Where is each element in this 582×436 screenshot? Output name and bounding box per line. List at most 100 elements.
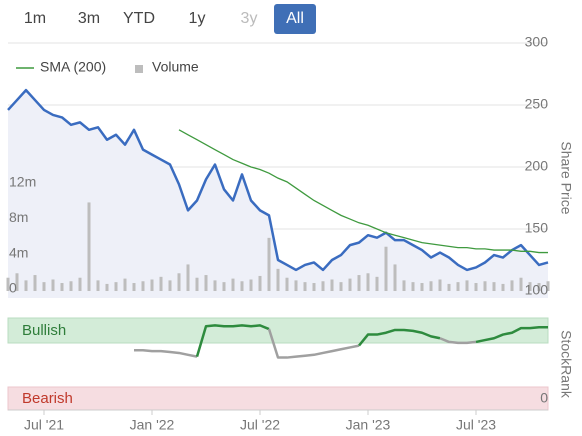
- volume-bar: [141, 281, 145, 291]
- rank-axis-title: StockRank: [558, 330, 574, 399]
- y2-tick-label: 0: [9, 280, 17, 296]
- volume-bar: [537, 283, 541, 291]
- volume-bar: [348, 278, 352, 291]
- volume-bar: [204, 275, 208, 291]
- volume-bar: [78, 277, 82, 291]
- bullish-zone: [7, 317, 549, 344]
- volume-bar: [231, 278, 235, 291]
- y2-tick-label: 8m: [9, 209, 28, 225]
- y-tick-label: 300: [525, 34, 549, 50]
- volume-bar: [24, 280, 28, 291]
- volume-bar: [114, 282, 118, 291]
- volume-bar: [168, 280, 172, 291]
- volume-bar: [465, 280, 469, 291]
- y2-tick-label: 4m: [9, 244, 28, 260]
- legend-swatch: [135, 65, 143, 73]
- volume-bar: [456, 282, 460, 291]
- range-button[interactable]: YTD: [123, 10, 155, 27]
- volume-bar: [240, 281, 244, 291]
- volume-bar: [123, 278, 127, 291]
- volume-bar: [303, 282, 307, 291]
- bearish-label: Bearish: [22, 390, 73, 407]
- volume-bar: [321, 281, 325, 291]
- bearish-zone: [7, 386, 549, 411]
- volume-bar: [60, 283, 64, 291]
- rank-line: [358, 328, 441, 347]
- volume-bar: [528, 282, 532, 291]
- volume-bar: [492, 282, 496, 291]
- x-tick-label: Jul '23: [456, 417, 496, 433]
- volume-bar: [330, 279, 334, 291]
- rank-line: [195, 324, 270, 357]
- volume-bar: [285, 277, 289, 291]
- volume-bar: [96, 280, 100, 291]
- volume-bar: [51, 279, 55, 291]
- volume-bar: [213, 280, 217, 291]
- bullish-label: Bullish: [22, 322, 66, 339]
- volume-bar: [15, 273, 19, 291]
- rank-tick-label: 0: [540, 390, 548, 406]
- volume-bar: [159, 276, 163, 291]
- range-button[interactable]: All: [286, 10, 304, 27]
- volume-bar: [339, 282, 343, 291]
- price-line: [7, 88, 549, 272]
- volume-bar: [384, 246, 388, 291]
- volume-bar: [6, 277, 10, 291]
- volume-bar: [366, 273, 370, 291]
- volume-bar: [258, 275, 262, 291]
- range-button[interactable]: 1m: [24, 10, 46, 27]
- volume-bar: [474, 283, 478, 291]
- legend-label: SMA (200): [40, 59, 106, 75]
- y-axis-title: Share Price: [558, 141, 574, 214]
- volume-bar: [447, 283, 451, 291]
- sma-line: [178, 129, 548, 254]
- y-tick-label: 150: [525, 220, 549, 236]
- volume-bar: [222, 282, 226, 291]
- volume-bar: [132, 283, 136, 291]
- rank-line: [134, 348, 198, 358]
- volume-bar: [483, 281, 487, 291]
- rank-line: [475, 325, 548, 344]
- volume-bar: [105, 283, 109, 291]
- volume-bar: [33, 275, 37, 291]
- y2-tick-label: 12m: [9, 173, 36, 189]
- volume-bar: [87, 202, 91, 291]
- y-tick-label: 100: [525, 282, 549, 298]
- range-button-active[interactable]: [274, 4, 316, 34]
- volume-bar: [312, 283, 316, 291]
- volume-bar: [150, 279, 154, 291]
- volume-bar: [195, 277, 199, 291]
- volume-bar: [294, 280, 298, 291]
- x-tick-label: Jan '22: [130, 417, 175, 433]
- range-button[interactable]: 1y: [189, 10, 206, 27]
- range-button: 3y: [241, 10, 258, 27]
- x-tick-label: Jul '21: [24, 417, 64, 433]
- volume-bar: [69, 281, 73, 291]
- legend-label: Volume: [152, 59, 199, 75]
- volume-bar: [429, 281, 433, 291]
- volume-bar: [519, 277, 523, 291]
- volume-bar: [546, 281, 550, 291]
- volume-bar: [177, 273, 181, 291]
- x-tick-label: Jul '22: [240, 417, 280, 433]
- volume-bar: [357, 275, 361, 291]
- rank-line: [267, 328, 360, 359]
- y-tick-label: 250: [525, 96, 549, 112]
- volume-bar: [402, 280, 406, 291]
- volume-bar: [420, 283, 424, 291]
- volume-bar: [501, 283, 505, 291]
- volume-bar: [42, 282, 46, 291]
- volume-bar: [438, 279, 442, 291]
- x-tick-label: Jan '23: [346, 417, 391, 433]
- volume-bar: [186, 264, 190, 291]
- volume-bar: [411, 282, 415, 291]
- volume-bar: [393, 264, 397, 291]
- volume-bar: [375, 276, 379, 291]
- range-button[interactable]: 3m: [78, 10, 100, 27]
- y-tick-label: 200: [525, 158, 549, 174]
- volume-bar: [276, 268, 280, 291]
- rank-line: [439, 337, 477, 345]
- volume-bar: [510, 280, 514, 291]
